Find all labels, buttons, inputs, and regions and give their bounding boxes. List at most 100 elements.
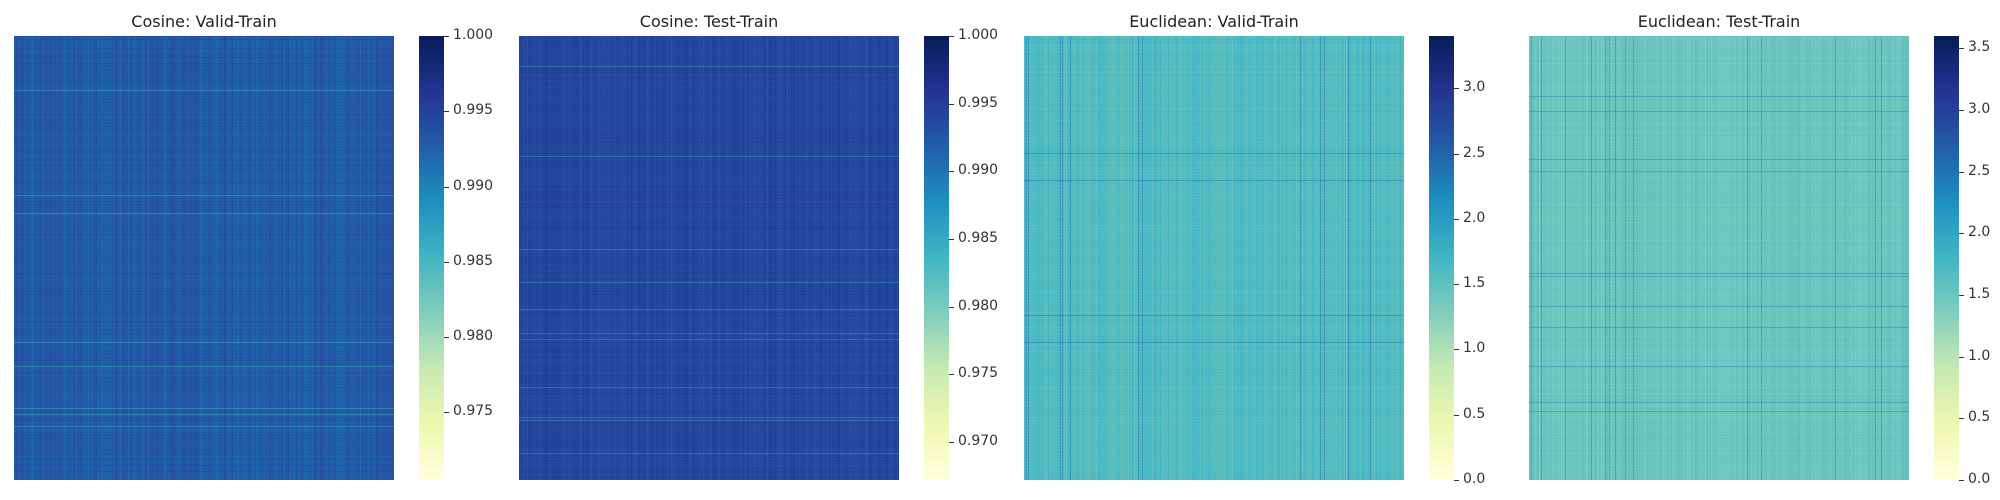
colorbar-swatch: [1429, 136, 1454, 141]
colorbar-swatch: [419, 152, 444, 157]
colorbar-swatch: [924, 352, 949, 357]
heatmap-row: [14, 102, 394, 103]
colorbar-swatch: [1429, 248, 1454, 253]
heatmap-column: [589, 36, 590, 480]
colorbar-swatch: [419, 160, 444, 165]
heatmap-row: [519, 210, 899, 211]
heatmap-column: [1268, 36, 1269, 480]
heatmap-column: [1733, 36, 1734, 480]
heatmap-column: [823, 36, 824, 480]
heatmap-row: [14, 60, 394, 61]
colorbar-tick-label: 1.0: [1463, 340, 1486, 357]
heatmap-column: [663, 36, 664, 480]
colorbar-swatch: [924, 412, 949, 417]
colorbar-swatch: [924, 348, 949, 353]
heatmap-row: [1529, 144, 1909, 145]
heatmap-column: [723, 36, 724, 480]
heatmap-row: [14, 414, 394, 415]
heatmap-row: [14, 366, 394, 367]
heatmap-column: [573, 36, 574, 480]
heatmap-column: [1098, 36, 1099, 480]
heatmap-column: [1735, 36, 1736, 480]
colorbar-swatch: [1934, 456, 1959, 461]
colorbar-swatch: [419, 476, 444, 480]
heatmap-column: [1168, 36, 1169, 480]
heatmap-column: [1164, 36, 1165, 480]
colorbar-swatch: [419, 200, 444, 205]
heatmap-row: [519, 141, 899, 142]
colorbar-swatch: [924, 320, 949, 325]
heatmap-row: [519, 429, 899, 430]
heatmap-column: [1621, 36, 1622, 480]
heatmap-column: [172, 36, 173, 480]
heatmap-row: [14, 348, 394, 349]
heatmap-row: [14, 423, 394, 424]
heatmap-row: [1024, 354, 1404, 355]
heatmap-row: [14, 153, 394, 154]
heatmap-column: [240, 36, 241, 480]
colorbar-swatch: [1429, 56, 1454, 61]
heatmap-column: [1214, 36, 1215, 480]
heatmap-row: [14, 399, 394, 400]
colorbar-swatch: [924, 84, 949, 89]
heatmap-row: [1024, 396, 1404, 397]
heatmap-row: [1529, 243, 1909, 244]
heatmap-row: [14, 231, 394, 232]
colorbar-swatch: [924, 468, 949, 473]
heatmap-column: [1801, 36, 1802, 480]
heatmap-column: [384, 36, 385, 480]
heatmap-row: [519, 207, 899, 208]
colorbar-swatch: [1934, 144, 1959, 149]
colorbar-tick-mark: [444, 111, 449, 113]
heatmap-column: [829, 36, 830, 480]
heatmap-row: [1024, 417, 1404, 418]
colorbar-swatch: [1429, 448, 1454, 453]
heatmap-row: [1529, 348, 1909, 349]
heatmap-row: [14, 264, 394, 265]
heatmap-column: [1026, 36, 1027, 480]
colorbar-swatch: [419, 448, 444, 453]
heatmap-column: [1322, 36, 1323, 480]
colorbar-swatch: [1934, 224, 1959, 229]
colorbar: [1429, 36, 1454, 480]
heatmap-column: [334, 36, 335, 480]
heatmap-column: [1571, 36, 1572, 480]
heatmap-row: [1024, 267, 1404, 268]
heatmap-column: [773, 36, 774, 480]
heatmap-column: [1727, 36, 1728, 480]
colorbar: [924, 36, 949, 480]
colorbar-swatch: [1429, 344, 1454, 349]
heatmap-column: [879, 36, 880, 480]
heatmap-column: [160, 36, 161, 480]
colorbar-swatch: [419, 108, 444, 113]
heatmap-row: [1024, 438, 1404, 439]
colorbar-swatch: [1934, 72, 1959, 77]
heatmap-column: [234, 36, 235, 480]
colorbar-swatch: [419, 112, 444, 117]
colorbar-swatch: [1934, 248, 1959, 253]
colorbar-swatch: [419, 408, 444, 413]
heatmap-column: [178, 36, 179, 480]
colorbar-swatch: [419, 456, 444, 461]
heatmap-column: [525, 36, 526, 480]
colorbar-swatch: [1429, 76, 1454, 81]
heatmap-column: [1266, 36, 1267, 480]
heatmap-row: [1024, 309, 1404, 310]
heatmap-row: [519, 189, 899, 190]
colorbar-swatch: [924, 172, 949, 177]
heatmap-column: [669, 36, 670, 480]
heatmap-column: [1330, 36, 1331, 480]
heatmap-column: [1665, 36, 1666, 480]
heatmap-column: [751, 36, 752, 480]
heatmap-row: [14, 174, 394, 175]
heatmap-column: [1625, 36, 1626, 480]
heatmap-row: [1529, 57, 1909, 58]
heatmap-row: [1529, 195, 1909, 196]
heatmap-row: [1024, 270, 1404, 271]
heatmap-column: [108, 36, 109, 480]
heatmap-column: [1276, 36, 1277, 480]
colorbar-swatch: [419, 460, 444, 465]
heatmap-column: [665, 36, 666, 480]
colorbar-swatch: [1934, 200, 1959, 205]
heatmap-row: [14, 438, 394, 439]
